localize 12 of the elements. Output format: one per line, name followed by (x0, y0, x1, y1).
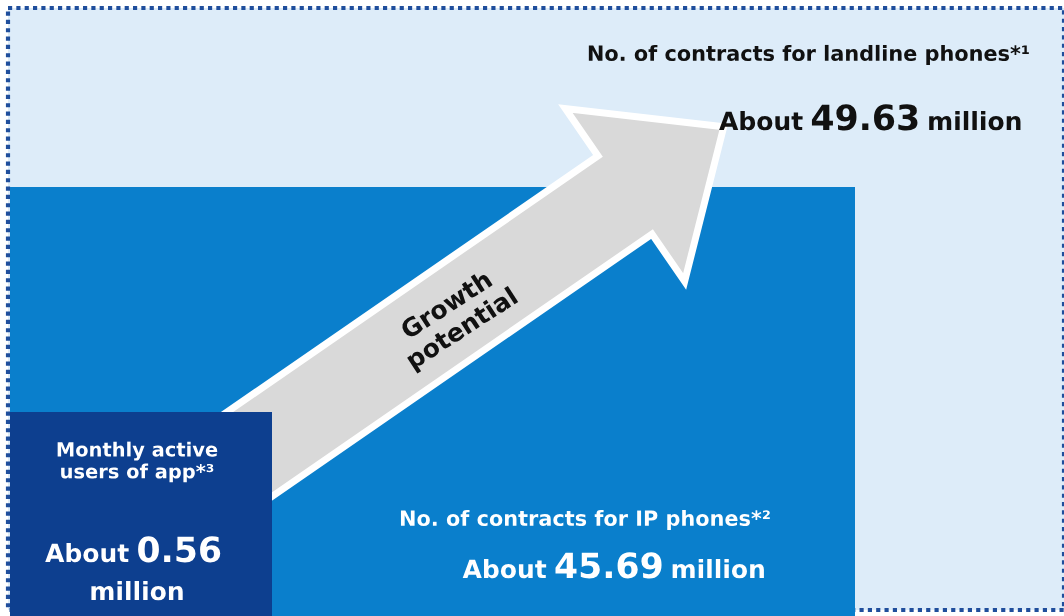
data-label: 49.63 (811, 104, 918, 131)
data-label: 45.69 (555, 552, 662, 579)
text: million (929, 111, 1021, 131)
text: million (672, 559, 764, 579)
category-label: No. of contracts for IP phones*² (400, 509, 770, 531)
text: About (45, 543, 129, 563)
text: About (719, 111, 803, 131)
category-label: Monthly active users of app*³ (57, 441, 218, 483)
text: million (91, 581, 183, 601)
text: About (462, 559, 547, 579)
category-label: No. of contracts for landline phones*¹ (588, 44, 1029, 66)
data-label: 0.56 (138, 536, 221, 563)
